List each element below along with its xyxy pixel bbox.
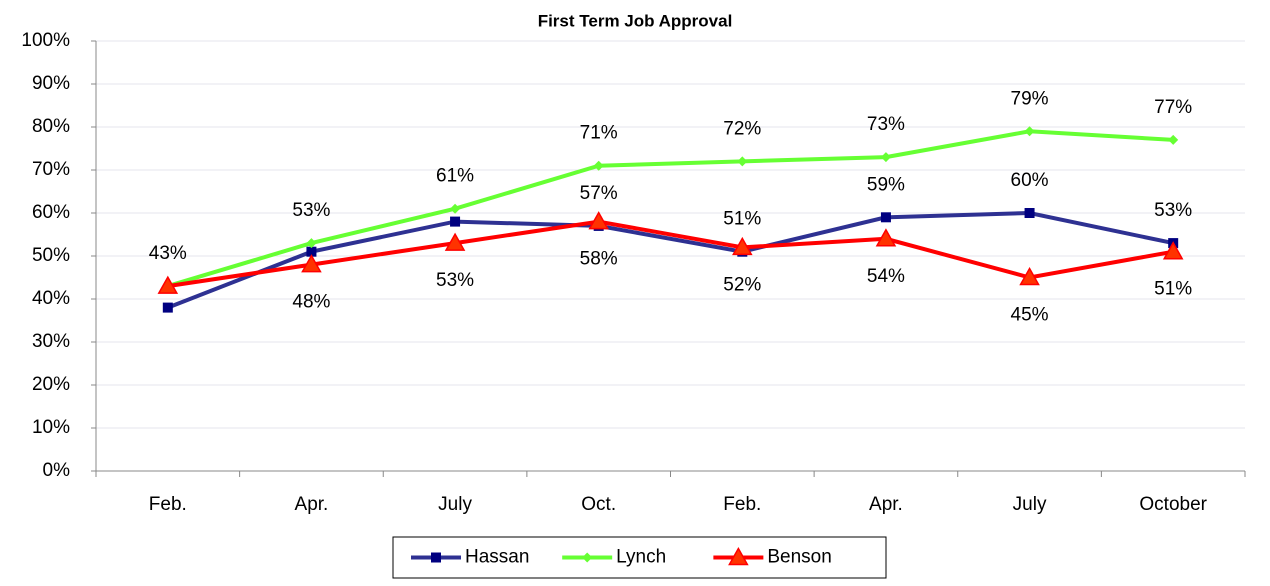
data-label: 77% [1154,97,1192,118]
y-tick-label: 90% [32,73,70,94]
data-label: 79% [1011,88,1049,109]
data-label: 51% [1154,279,1192,300]
legend-label: Hassan [465,547,529,568]
data-label: 48% [292,292,330,313]
marker [588,211,609,230]
legend-box [392,536,887,579]
marker [1024,126,1035,137]
y-tick-label: 50% [32,245,70,266]
x-tick-label: Oct. [581,494,616,515]
data-label: 73% [867,114,905,135]
marker [450,216,461,227]
data-label: 53% [436,270,474,291]
marker [593,160,604,171]
marker [880,212,891,223]
data-label: 43% [149,243,187,264]
marker [306,246,317,257]
x-tick-label: Feb. [723,494,761,515]
marker [732,236,753,256]
series-line [167,129,1174,289]
series-line [167,219,1174,289]
y-tick-label: 70% [32,159,70,180]
data-label: 53% [292,200,330,221]
marker [737,156,748,167]
y-tick-label: 20% [32,374,70,395]
x-tick-label: October [1139,494,1207,515]
data-label: 53% [1154,200,1192,221]
marker [582,552,593,563]
data-label: 60% [1011,170,1049,191]
data-label: 71% [580,123,618,144]
y-tick-label: 80% [32,116,70,137]
data-label: 54% [867,266,905,287]
legend-label: Benson [767,547,831,568]
data-label: 52% [723,274,761,295]
y-tick-label: 60% [32,202,70,223]
chart-title: First Term Job Approval [538,11,733,30]
marker [444,232,466,251]
data-label: 72% [723,118,761,139]
marker [728,546,749,566]
x-tick-label: Apr. [869,494,903,515]
y-tick-label: 100% [21,30,70,51]
marker [450,203,461,214]
marker [880,152,891,163]
data-label: 51% [723,209,761,230]
x-tick-label: Apr. [295,494,329,515]
series-line [167,210,1174,310]
y-tick-label: 0% [43,460,71,481]
y-tick-label: 10% [32,417,70,438]
data-label: 45% [1011,305,1049,326]
y-tick-label: 30% [32,331,70,352]
data-label: 59% [867,174,905,195]
x-tick-label: July [1013,494,1047,515]
legend-label: Lynch [616,547,666,568]
x-tick-label: Feb. [149,494,187,515]
marker [162,302,173,313]
data-label: 61% [436,166,474,187]
marker [1162,241,1184,260]
marker [301,254,322,273]
y-tick-label: 40% [32,288,70,309]
marker [306,238,317,249]
marker [1168,134,1179,145]
x-tick-label: July [438,494,472,515]
marker [875,228,897,247]
marker [1024,208,1035,218]
marker [1019,266,1040,286]
marker [431,552,441,563]
data-label: 58% [580,249,618,270]
data-label: 57% [580,183,618,204]
marker [157,275,179,294]
